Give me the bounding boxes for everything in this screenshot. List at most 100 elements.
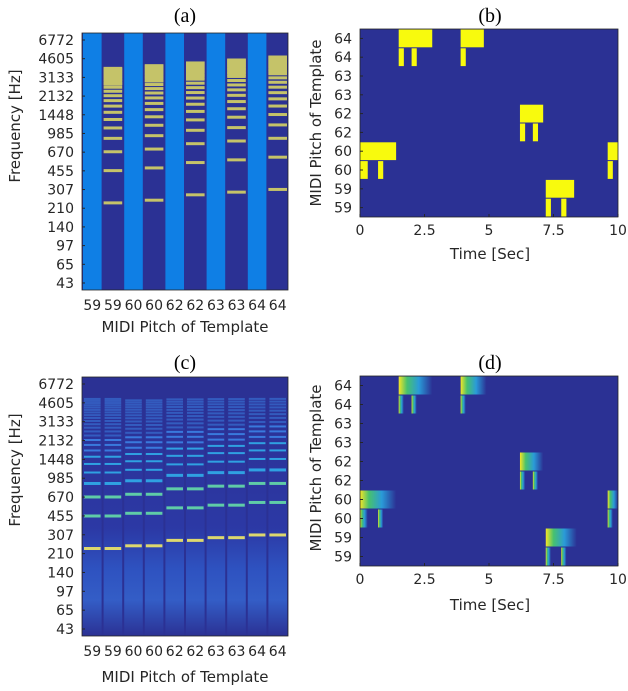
harmonic-line xyxy=(125,399,142,402)
harmonic-line xyxy=(207,484,225,488)
harmonic-line xyxy=(269,468,286,472)
y-tick-label: 62 xyxy=(334,474,352,490)
harmonic-line xyxy=(144,96,164,100)
y-tick-label: 60 xyxy=(334,493,352,509)
panel-b: (b) 64 64 63 63 62 62 60 60 59 59 0 2.5 5 7.5 10 MIDI… xyxy=(307,5,627,263)
harmonic-line xyxy=(269,425,286,428)
harmonic-line xyxy=(248,397,266,400)
y-tick-label: 64 xyxy=(334,50,352,66)
harmonic-line xyxy=(187,398,204,401)
harmonic-line xyxy=(207,412,225,415)
harmonic-line xyxy=(84,416,101,419)
y-tick-label: 62 xyxy=(334,107,352,123)
panel-a-xlabel: MIDI Pitch of Template xyxy=(101,318,268,336)
template-column xyxy=(206,397,226,636)
harmonic-line xyxy=(103,85,123,89)
x-tick-label: 59 xyxy=(104,644,122,660)
harmonic-line xyxy=(104,471,122,474)
harmonic-line xyxy=(268,97,287,101)
harmonic-line xyxy=(187,487,204,491)
activation-cell xyxy=(360,142,397,161)
y-tick-label: 670 xyxy=(47,145,74,161)
harmonic-line xyxy=(227,107,246,111)
harmonic-line xyxy=(248,449,266,452)
harmonic-line xyxy=(84,423,101,426)
y-tick-label: 3133 xyxy=(38,415,74,431)
harmonic-line xyxy=(125,414,142,417)
harmonic-line xyxy=(104,426,122,429)
harmonic-line xyxy=(104,423,122,426)
harmonic-line xyxy=(103,169,123,173)
harmonic-line xyxy=(248,435,266,438)
harmonic-line xyxy=(228,433,245,436)
harmonic-line xyxy=(186,81,205,85)
harmonic-line xyxy=(207,503,225,507)
y-tick-label: 63 xyxy=(334,88,352,104)
harmonic-line xyxy=(145,399,163,402)
harmonic-line xyxy=(145,401,163,404)
harmonic-line xyxy=(187,408,204,411)
x-tick-label: 5 xyxy=(485,572,494,588)
harmonic-line xyxy=(125,427,142,430)
harmonic-line xyxy=(84,430,101,433)
activation-cell xyxy=(519,123,526,142)
harmonic-line xyxy=(228,484,245,488)
activation-cell xyxy=(561,547,567,566)
harmonic-line xyxy=(125,408,142,411)
panel-b-title: (b) xyxy=(478,5,501,27)
x-tick-label: 2.5 xyxy=(413,223,435,239)
harmonic-line xyxy=(166,441,183,444)
y-tick-label: 63 xyxy=(334,69,352,85)
y-tick-label: 62 xyxy=(334,125,352,141)
harmonic-line xyxy=(166,422,183,425)
harmonic-line xyxy=(207,452,225,455)
x-tick-label: 63 xyxy=(207,298,225,314)
panel-c-y-ticks: 6772 4605 3133 2132 1448 985 670 455 307 210 140 97… xyxy=(38,377,85,638)
panel-a: (a) 6772 4605 3133 2132 1448 985 670 455 307 210 1… xyxy=(6,5,289,336)
harmonic-line xyxy=(228,409,245,412)
harmonic-line xyxy=(186,96,205,100)
harmonic-line xyxy=(84,547,101,551)
harmonic-line xyxy=(145,479,163,483)
y-tick-label: 455 xyxy=(47,164,74,180)
harmonic-line xyxy=(187,400,204,403)
x-tick-label: 0 xyxy=(356,572,365,588)
harmonic-line xyxy=(145,468,163,471)
harmonic-line xyxy=(207,433,225,436)
harmonic-line xyxy=(166,408,183,411)
harmonic-line xyxy=(103,89,123,93)
harmonic-line xyxy=(186,102,205,106)
panel-a-x-ticks: 59 59 60 60 62 62 63 63 64 64 xyxy=(83,298,286,314)
harmonic-line xyxy=(228,406,245,409)
harmonic-line xyxy=(104,434,122,437)
harmonic-line xyxy=(248,442,266,445)
harmonic-line xyxy=(248,425,266,428)
harmonic-block xyxy=(103,67,123,86)
harmonic-line xyxy=(103,126,123,130)
harmonic-line xyxy=(186,86,205,90)
y-tick-label: 307 xyxy=(47,183,74,199)
harmonic-line xyxy=(125,436,142,439)
template-column xyxy=(247,397,267,636)
activation-cell xyxy=(398,376,433,395)
y-tick-label: 210 xyxy=(47,201,74,217)
harmonic-line xyxy=(248,420,266,423)
harmonic-line xyxy=(227,79,246,83)
harmonic-line xyxy=(125,403,142,406)
activation-cell xyxy=(561,198,567,217)
harmonic-line xyxy=(186,118,205,122)
x-tick-label: 60 xyxy=(145,644,163,660)
harmonic-line xyxy=(187,506,204,510)
y-tick-label: 4605 xyxy=(38,52,74,68)
activation-cell xyxy=(398,395,404,414)
x-tick-label: 64 xyxy=(248,298,266,314)
harmonic-block xyxy=(227,58,246,77)
harmonic-line xyxy=(269,481,286,485)
harmonic-block xyxy=(268,55,287,74)
template-column xyxy=(268,397,287,636)
harmonic-line xyxy=(207,423,225,426)
harmonic-line xyxy=(227,83,246,87)
harmonic-line xyxy=(228,403,245,406)
template-band xyxy=(124,33,143,290)
harmonic-line xyxy=(187,447,204,450)
